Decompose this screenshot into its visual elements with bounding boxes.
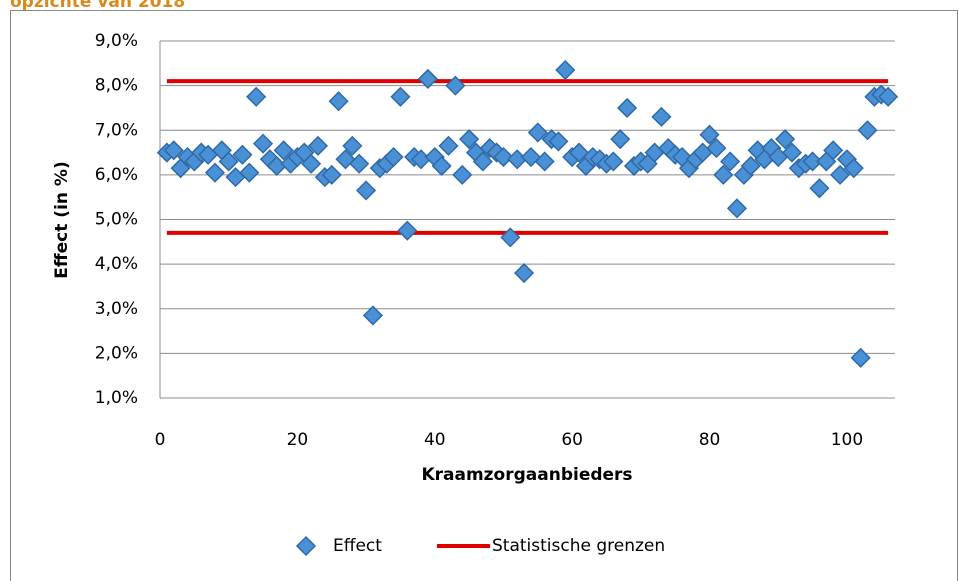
point: [390, 86, 411, 107]
point: [878, 86, 899, 107]
legend-label: Effect: [333, 536, 382, 556]
y-tick-label: 1,0%: [95, 388, 138, 408]
y-tick-label: 6,0%: [95, 165, 138, 185]
point: [534, 151, 555, 172]
point: [252, 133, 274, 154]
point: [362, 305, 384, 326]
point: [342, 135, 363, 156]
x-tick-label: 20: [287, 430, 309, 450]
point: [349, 153, 370, 174]
x-tick-label: 40: [424, 430, 446, 450]
point: [555, 59, 576, 81]
point: [301, 153, 322, 174]
point: [472, 151, 493, 172]
x-axis-label: Kraamzorgaanbieders: [421, 465, 632, 485]
point: [809, 178, 830, 199]
point: [431, 155, 452, 177]
x-tick-label: 60: [561, 430, 583, 450]
point: [720, 151, 741, 172]
point: [651, 106, 672, 127]
point: [617, 97, 638, 118]
point: [328, 91, 349, 112]
point: [726, 198, 748, 219]
y-tick-label: 3,0%: [95, 299, 138, 319]
point: [527, 122, 548, 143]
point: [307, 135, 329, 156]
point: [775, 129, 796, 150]
y-tick-label: 7,0%: [95, 120, 138, 140]
point: [514, 262, 535, 284]
point: [356, 180, 377, 201]
point: [218, 151, 239, 172]
point: [610, 129, 631, 150]
y-tick-label: 9,0%: [95, 31, 138, 51]
y-axis-label: Effect (in %): [52, 161, 72, 278]
point: [232, 144, 253, 165]
point: [452, 164, 473, 185]
y-tick-label: 8,0%: [95, 76, 138, 96]
x-tick-label: 100: [831, 430, 863, 450]
point: [204, 162, 226, 183]
point: [548, 131, 569, 152]
y-tick-label: 5,0%: [95, 210, 138, 230]
point: [706, 138, 727, 159]
point: [246, 86, 267, 107]
point: [713, 164, 734, 185]
point: [273, 140, 294, 161]
point: [383, 146, 404, 168]
point: [823, 140, 844, 161]
point: [829, 164, 851, 185]
point: [397, 220, 418, 241]
point: [850, 347, 871, 368]
point: [699, 124, 720, 145]
point: [239, 162, 260, 183]
y-tick-label: 2,0%: [95, 343, 138, 363]
point: [493, 146, 514, 168]
point: [321, 164, 342, 185]
point: [781, 142, 803, 163]
legend-label: Statistische grenzen: [492, 536, 665, 556]
point: [603, 151, 624, 172]
point: [163, 140, 184, 161]
point: [438, 135, 459, 156]
point: [857, 120, 878, 141]
y-tick-label: 4,0%: [95, 254, 138, 274]
point: [417, 68, 438, 89]
point: [802, 151, 823, 172]
point: [740, 155, 761, 177]
point: [459, 129, 480, 150]
legend-marker: [295, 535, 317, 557]
point: [843, 158, 864, 179]
point: [445, 75, 466, 96]
chart-frame: [10, 10, 958, 581]
heading: opzichte van 2018: [10, 0, 185, 12]
x-tick-label: 0: [155, 430, 166, 450]
x-tick-label: 80: [699, 430, 721, 450]
point: [500, 227, 521, 248]
